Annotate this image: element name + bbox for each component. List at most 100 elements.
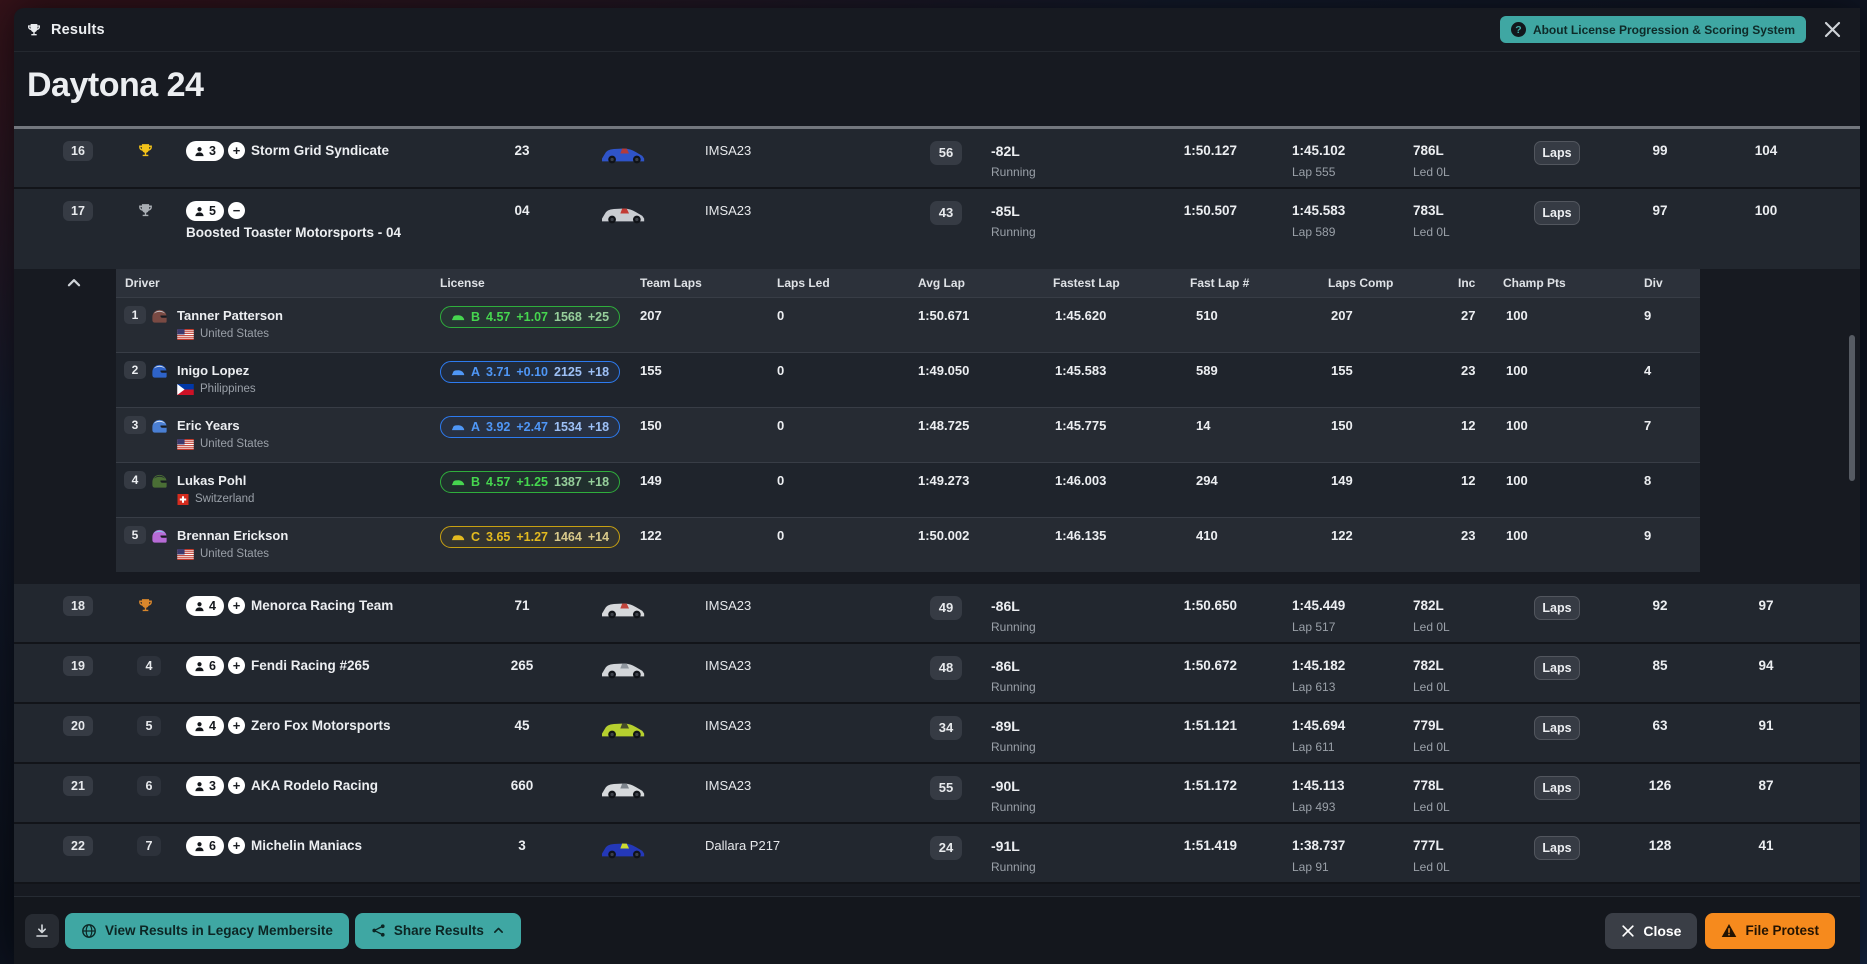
stat-cell: 91: [1746, 716, 1786, 736]
div-cell: 8: [1644, 471, 1651, 491]
fastest-lap-cell: 1:45.583: [1055, 361, 1106, 381]
fast-lap-num-cell: 294: [1196, 471, 1218, 491]
car-image: [598, 778, 654, 800]
driver-count-icon: [194, 206, 205, 217]
team-row[interactable]: 22 7 6 Michelin Maniacs 3 Dallara P217 2…: [14, 824, 1860, 884]
rating-badge: 49: [930, 596, 962, 620]
stat-cell: 85: [1640, 656, 1680, 676]
team-laps-cell: 149: [640, 471, 662, 491]
avg-lap-cell: 1:50.002: [918, 526, 969, 546]
interval-cell: -85LRunning: [991, 201, 1036, 242]
team-laps-cell: 155: [640, 361, 662, 381]
fastest-lap-cell: 1:45.694Lap 611: [1292, 716, 1345, 757]
expand-plus-icon[interactable]: [228, 777, 245, 794]
results-table: 16 3 Storm Grid Syndicate 23 IMSA23 56 -…: [14, 126, 1860, 896]
fastest-lap-cell: 1:45.583Lap 589: [1292, 201, 1345, 242]
fastest-lap-cell: 1:46.135: [1055, 526, 1106, 546]
close-icon[interactable]: [1823, 20, 1842, 39]
team-row[interactable]: 16 3 Storm Grid Syndicate 23 IMSA23 56 -…: [14, 129, 1860, 189]
class-position-badge: 7: [137, 836, 161, 856]
team-size-badge: 4: [186, 716, 224, 736]
driver-row: 1 Tanner Patterson United States B4.57+1…: [116, 297, 1700, 352]
driver-row: 3 Eric Years United States A3.92+2.47153…: [116, 407, 1700, 462]
helmet-icon: [150, 362, 169, 381]
stat-cell: 128: [1640, 836, 1680, 856]
laps-comp-cell: 155: [1331, 361, 1353, 381]
avg-lap-cell: 1:49.050: [918, 361, 969, 381]
laps-button[interactable]: Laps: [1534, 141, 1580, 165]
avg-lap-cell: 1:50.127: [1137, 141, 1237, 161]
team-size-badge: 3: [186, 141, 224, 161]
driver-row: 4 Lukas Pohl Switzerland B4.57+1.251387+…: [116, 462, 1700, 517]
stat-cell: 99: [1640, 141, 1680, 161]
team-size-badge: 3: [186, 776, 224, 796]
laps-led-cell: 0: [777, 361, 784, 381]
team-name: Zero Fox Motorsports: [251, 716, 391, 736]
license-badge: B4.57+1.071568+25: [440, 306, 620, 328]
share-results-button[interactable]: Share Results: [355, 913, 521, 949]
car-number: 23: [492, 141, 552, 161]
license-badge: A3.92+2.471534+18: [440, 416, 620, 438]
fastest-lap-cell: 1:45.182Lap 613: [1292, 656, 1345, 697]
avg-lap-cell: 1:50.650: [1137, 596, 1237, 616]
team-row[interactable]: 18 4 Menorca Racing Team 71 IMSA23 49 -8…: [14, 584, 1860, 644]
laps-comp-cell: 122: [1331, 526, 1353, 546]
scrollbar-thumb[interactable]: [1849, 335, 1855, 481]
collapse-minus-icon[interactable]: [228, 202, 245, 219]
about-license-button[interactable]: About License Progression & Scoring Syst…: [1500, 16, 1806, 43]
car-image: [598, 838, 654, 860]
laps-button[interactable]: Laps: [1534, 656, 1580, 680]
car-number: 3: [492, 836, 552, 856]
laps-led-cell: 0: [777, 526, 784, 546]
laps-button[interactable]: Laps: [1534, 776, 1580, 800]
team-row-expanded[interactable]: 17 5 Boosted Toaster Motorsports - 04 04…: [14, 189, 1860, 269]
rating-badge: 43: [930, 201, 962, 225]
team-laps-cell: 150: [640, 416, 662, 436]
driver-count-icon: [194, 661, 205, 672]
laps-button[interactable]: Laps: [1534, 836, 1580, 860]
expand-plus-icon[interactable]: [228, 142, 245, 159]
position-badge: 16: [63, 141, 93, 161]
flag-us-icon: [177, 439, 194, 450]
stat-cell: 41: [1746, 836, 1786, 856]
close-button[interactable]: Close: [1605, 913, 1697, 949]
laps-led-cell: 0: [777, 306, 784, 326]
laps-cell: 782LLed 0L: [1413, 656, 1450, 697]
laps-button[interactable]: Laps: [1534, 201, 1580, 225]
license-badge: A3.71+0.102125+18: [440, 361, 620, 383]
div-cell: 7: [1644, 416, 1651, 436]
legacy-results-button[interactable]: View Results in Legacy Membersite: [65, 913, 349, 949]
car-model: IMSA23: [705, 776, 751, 796]
class-position-badge: 6: [137, 776, 161, 796]
laps-button[interactable]: Laps: [1534, 716, 1580, 740]
fastest-lap-cell: 1:45.449Lap 517: [1292, 596, 1345, 637]
laps-cell: 779LLed 0L: [1413, 716, 1450, 757]
expand-plus-icon[interactable]: [228, 597, 245, 614]
fast-lap-num-cell: 410: [1196, 526, 1218, 546]
laps-comp-cell: 207: [1331, 306, 1353, 326]
expand-plus-icon[interactable]: [228, 837, 245, 854]
team-row[interactable]: 21 6 3 AKA Rodelo Racing 660 IMSA23 55 -…: [14, 764, 1860, 824]
stat-cell: 104: [1746, 141, 1786, 161]
driver-row: 2 Inigo Lopez Philippines A3.71+0.102125…: [116, 352, 1700, 407]
file-protest-button[interactable]: File Protest: [1705, 913, 1835, 949]
laps-button[interactable]: Laps: [1534, 596, 1580, 620]
expand-plus-icon[interactable]: [228, 657, 245, 674]
position-badge: 17: [63, 201, 93, 221]
driver-country: United States: [177, 547, 269, 561]
trophy-gold-icon: [137, 142, 155, 159]
results-modal: Results About License Progression & Scor…: [14, 8, 1860, 964]
driver-count-icon: [194, 781, 205, 792]
stat-cell: 92: [1640, 596, 1680, 616]
expand-plus-icon[interactable]: [228, 717, 245, 734]
download-button[interactable]: [25, 914, 59, 948]
team-row[interactable]: 20 5 4 Zero Fox Motorsports 45 IMSA23 34…: [14, 704, 1860, 764]
fastest-lap-cell: 1:45.102Lap 555: [1292, 141, 1345, 182]
class-position-badge: 4: [137, 656, 161, 676]
laps-cell: 778LLed 0L: [1413, 776, 1450, 817]
chevron-up-icon[interactable]: [65, 274, 83, 292]
flag-us-icon: [177, 329, 194, 340]
team-name: Fendi Racing #265: [251, 656, 370, 676]
driver-count-icon: [194, 146, 205, 157]
team-row[interactable]: 19 4 6 Fendi Racing #265 265 IMSA23 48 -…: [14, 644, 1860, 704]
